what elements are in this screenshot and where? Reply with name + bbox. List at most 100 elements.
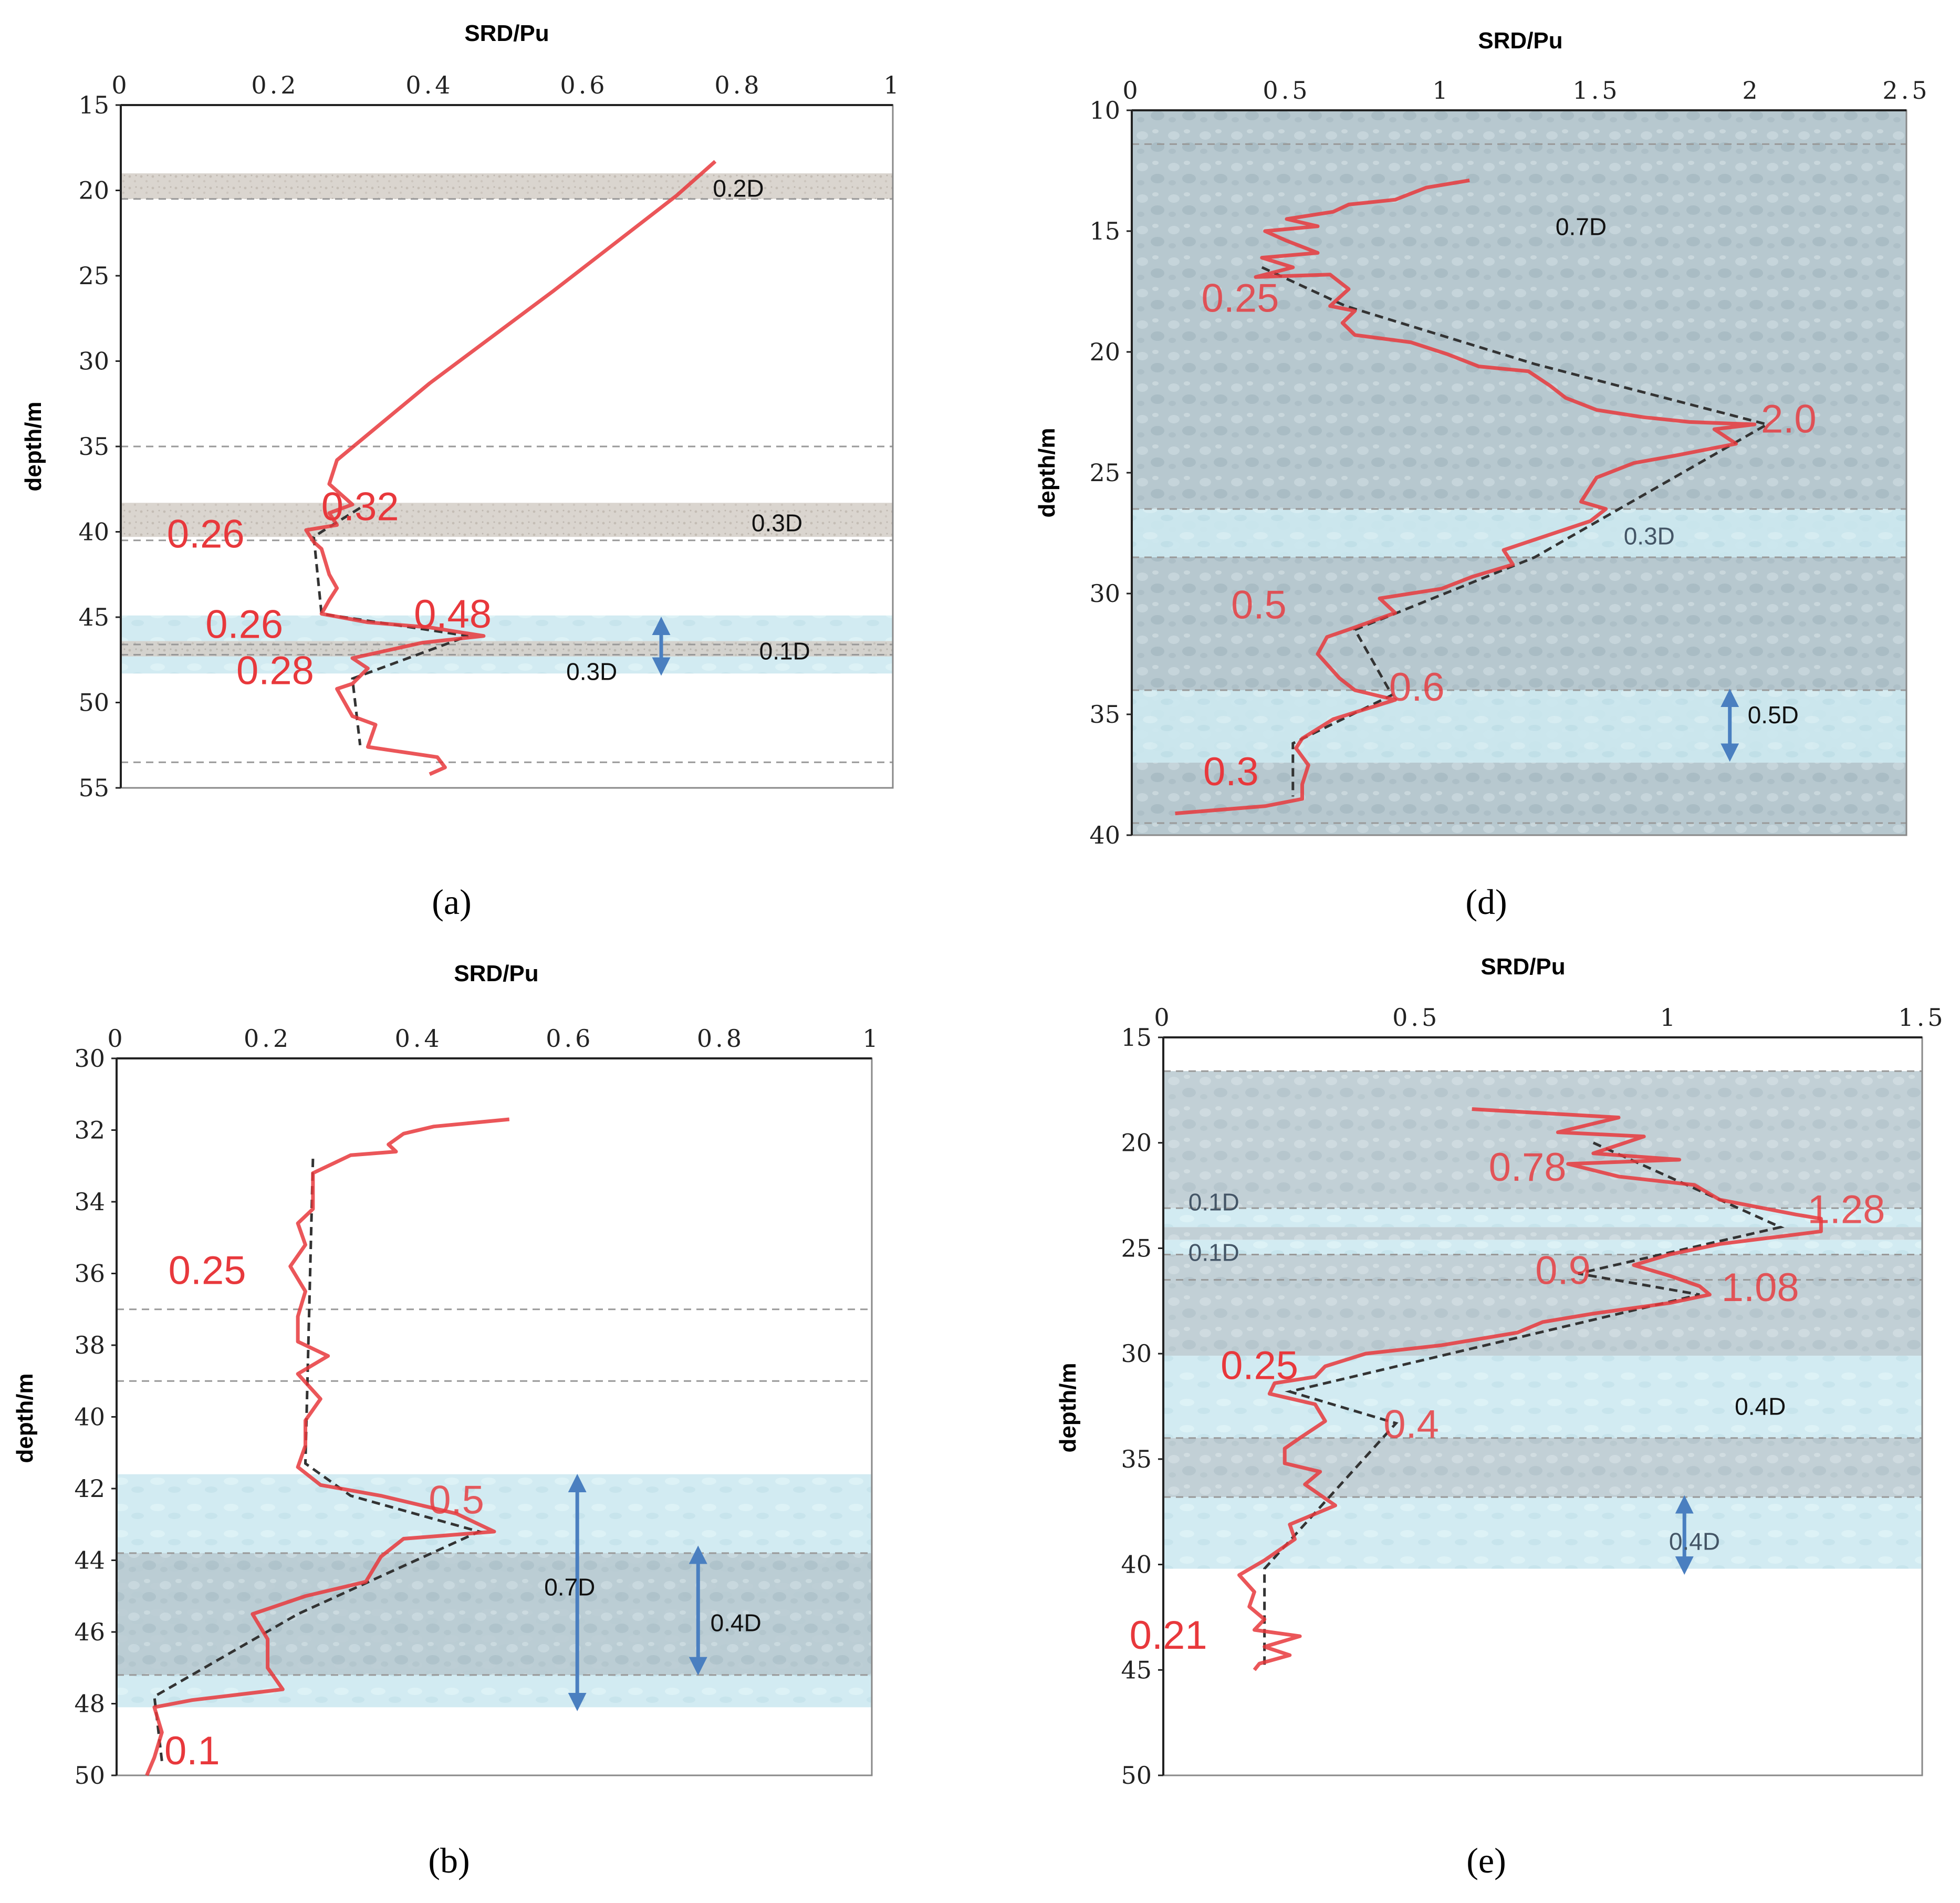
y-tick-label: 40	[1089, 821, 1120, 849]
x-tick-label: 1	[1432, 76, 1451, 105]
y-tick-label: 10	[1089, 96, 1120, 124]
y-tick-label: 34	[74, 1188, 105, 1216]
annotation-label: 0.7D	[1556, 213, 1607, 241]
x-tick-label: 2	[1742, 76, 1760, 105]
y-tick-label: 25	[1121, 1234, 1152, 1262]
y-tick-label: 40	[74, 1403, 105, 1431]
x-axis-title: SRD/Pu	[464, 20, 549, 46]
soil-layer-band	[1132, 690, 1906, 763]
annotation-label: 0.1D	[1188, 1239, 1239, 1266]
y-tick-label: 20	[1121, 1129, 1152, 1157]
x-tick-label: 0.4	[395, 1024, 443, 1053]
soil-layer-band	[1132, 557, 1906, 690]
annotation-label: 0.21	[1130, 1613, 1207, 1658]
annotation-label: 0.78	[1489, 1145, 1567, 1190]
x-axis-title: SRD/Pu	[1481, 954, 1565, 980]
soil-layer-band	[121, 503, 893, 537]
annotation-label: 0.26	[205, 602, 283, 647]
x-tick-label: 1	[1660, 1003, 1678, 1032]
panel-label: (e)	[1466, 1840, 1506, 1880]
y-tick-label: 35	[1121, 1445, 1152, 1473]
annotation-label: 0.25	[1202, 276, 1279, 320]
series-line	[304, 160, 717, 776]
soil-layer-band	[1163, 1438, 1922, 1498]
chart-panel-e: 0 0.5 1 1.5 15 20 25 30 35 40 45 50 0.78 0.1D 1.28 0.…	[1055, 954, 1943, 1880]
panel-label: (d)	[1465, 882, 1507, 922]
annotation-label: 2.0	[1761, 397, 1817, 441]
x-tick-label: 0.8	[714, 71, 762, 99]
x-tick-label: 0	[1154, 1003, 1172, 1032]
annotation-label: 0.25	[1221, 1343, 1298, 1388]
y-tick-label: 30	[78, 347, 109, 376]
y-tick-label: 32	[74, 1116, 105, 1145]
y-tick-label: 45	[1121, 1656, 1152, 1684]
annotation-label: 0.5D	[1748, 701, 1799, 729]
annotation-label: 0.1D	[759, 637, 810, 664]
y-tick-label: 30	[1121, 1339, 1152, 1368]
annotation-label: 0.3D	[1624, 522, 1675, 549]
annotation-label: 0.28	[236, 648, 314, 693]
x-axis-title: SRD/Pu	[454, 961, 538, 986]
y-tick-label: 40	[78, 518, 109, 546]
soil-layer-band	[1163, 1497, 1922, 1569]
y-tick-label: 50	[1121, 1761, 1152, 1790]
annotation-label: 1.28	[1808, 1187, 1885, 1232]
y-tick-label: 25	[78, 262, 109, 290]
y-axis-title: depth/m	[12, 1373, 38, 1463]
x-tick-label: 0	[111, 71, 130, 99]
annotation-label: 0.3D	[566, 658, 617, 685]
y-tick-label: 42	[74, 1474, 105, 1503]
y-tick-label: 15	[78, 91, 109, 119]
y-tick-label: 38	[74, 1331, 105, 1359]
x-tick-label: 1	[862, 1024, 881, 1053]
y-tick-label: 40	[1121, 1551, 1152, 1579]
chart-panel-a: 0 0.2 0.4 0.6 0.8 1 15 20 25 30 35 40 45 50 55 0.2D 0.…	[20, 20, 899, 922]
soil-layer-band	[1163, 1208, 1922, 1228]
annotation-label: 0.2D	[713, 175, 764, 202]
chart-panel-d: 0 0.5 1 1.5 2 2.5 10 15 20 25 30 35 40 0.7D 0.25 2.0 0…	[1034, 28, 1927, 922]
chart-panel-b: 0 0.2 0.4 0.6 0.8 1 30 32 34 36 38 40 42 44 46 48 50 0.…	[12, 961, 881, 1880]
annotation-label: 0.26	[167, 512, 245, 556]
x-tick-label: 0	[107, 1024, 126, 1053]
annotation-label: 0.3	[1203, 750, 1259, 794]
annotation-label: 0.5	[1231, 583, 1287, 628]
y-tick-label: 30	[74, 1044, 105, 1073]
y-axis-title: depth/m	[1055, 1363, 1081, 1452]
annotation-label: 0.4D	[1735, 1393, 1786, 1420]
annotation-label: 0.1D	[1188, 1188, 1239, 1215]
annotation-label: 0.4D	[1669, 1528, 1720, 1555]
y-tick-label: 44	[74, 1546, 105, 1575]
panel-label: (a)	[432, 882, 471, 922]
y-tick-label: 48	[74, 1690, 105, 1718]
annotation-label: 0.48	[414, 592, 492, 637]
y-tick-label: 55	[78, 774, 109, 802]
x-tick-label: 0.5	[1392, 1003, 1440, 1032]
y-tick-label: 50	[78, 689, 109, 717]
y-tick-label: 35	[1089, 700, 1120, 729]
y-tick-label: 20	[78, 176, 109, 205]
annotation-label: 0.3D	[752, 509, 802, 537]
annotation-label: 0.6	[1389, 665, 1445, 710]
soil-layer-band	[117, 1553, 872, 1675]
x-tick-label: 0.6	[560, 71, 608, 99]
x-tick-label: 1.5	[1572, 76, 1620, 105]
y-tick-label: 25	[1089, 459, 1120, 487]
annotation-label: 0.5	[429, 1478, 484, 1522]
y-tick-label: 36	[74, 1260, 105, 1288]
soil-layer-band	[121, 173, 893, 199]
x-axis-title: SRD/Pu	[1478, 28, 1562, 54]
y-tick-label: 15	[1121, 1023, 1152, 1052]
x-tick-label: 0.4	[405, 71, 453, 99]
x-tick-label: 0.2	[251, 71, 299, 99]
annotation-label: 0.4	[1383, 1402, 1439, 1447]
y-tick-label: 45	[78, 603, 109, 631]
soil-layer-band	[1163, 1254, 1922, 1356]
annotation-label: 1.08	[1722, 1265, 1799, 1310]
annotation-label: 0.25	[169, 1249, 246, 1293]
y-tick-label: 20	[1089, 338, 1120, 366]
annotation-label: 0.4D	[711, 1609, 762, 1637]
soil-layer-band	[1132, 110, 1906, 509]
y-tick-label: 30	[1089, 579, 1120, 608]
soil-layer-band	[1163, 1071, 1922, 1209]
